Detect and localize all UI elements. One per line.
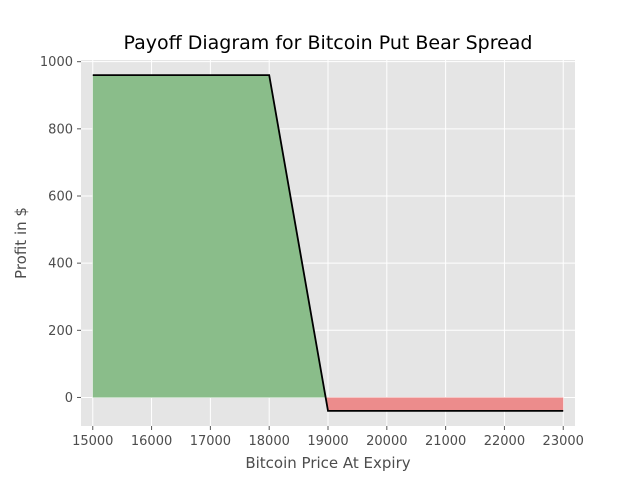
x-tick-label: 22000: [484, 434, 525, 449]
y-tick-label: 200: [48, 324, 73, 339]
x-tick-label: 23000: [543, 434, 584, 449]
y-tick-label: 400: [48, 257, 73, 272]
x-tick-label: 21000: [425, 434, 466, 449]
y-tick-label: 600: [48, 189, 73, 204]
x-tick-label: 17000: [190, 434, 231, 449]
payoff-line-group: [92, 74, 564, 412]
payoff-line: [92, 74, 564, 412]
y-tick-label: 800: [48, 122, 73, 137]
x-tick-label: 20000: [366, 434, 407, 449]
y-axis-title: Profit in $: [12, 207, 30, 279]
x-tick-label: 18000: [249, 434, 290, 449]
x-axis-title: Bitcoin Price At Expiry: [245, 454, 410, 472]
y-tick-label: 0: [65, 391, 73, 406]
y-tick-label: 1000: [40, 55, 73, 70]
x-tick-label: 16000: [131, 434, 172, 449]
profit-area: [92, 75, 326, 398]
x-tick-label: 15000: [72, 434, 113, 449]
x-tick-label: 19000: [307, 434, 348, 449]
chart-title: Payoff Diagram for Bitcoin Put Bear Spre…: [123, 32, 532, 54]
profit-loss-fills: [92, 75, 564, 411]
axis-ticks: 15000 16000 17000 18000 19000 20000 21000 22000…: [40, 55, 584, 449]
loss-area: [325, 397, 564, 411]
